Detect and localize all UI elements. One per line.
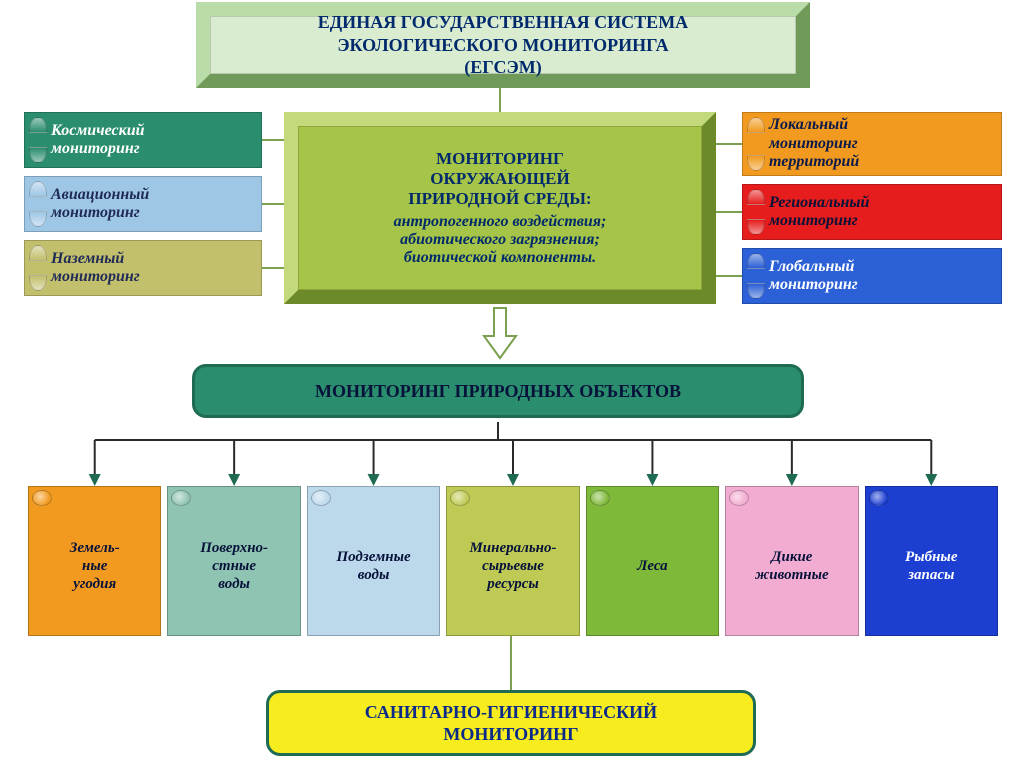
connector-right xyxy=(716,143,742,145)
right-scroll-label: Локальныймониторингтерриторий xyxy=(769,116,859,171)
bottom-scroll-label: Поверхно-стныеводы xyxy=(200,539,268,593)
fanout-bracket xyxy=(42,422,972,486)
bottom-banner-content: САНИТАРНО-ГИГИЕНИЧЕСКИЙ МОНИТОРИНГ xyxy=(365,701,657,746)
center-title-1: МОНИТОРИНГ xyxy=(394,149,607,169)
left-scroll-label: Космическиймониторинг xyxy=(51,122,145,159)
center-box: МОНИТОРИНГ ОКРУЖАЮЩЕЙ ПРИРОДНОЙ СРЕДЫ: а… xyxy=(284,112,716,304)
top-line-1: ЕДИНАЯ ГОСУДАРСТВЕННАЯ СИСТЕМА xyxy=(318,11,688,34)
bottom-scroll-label: Дикиеживотные xyxy=(755,548,829,584)
top-line-3: (ЕГСЭМ) xyxy=(318,56,688,79)
left-scroll: Космическиймониторинг xyxy=(24,112,262,168)
connector-right xyxy=(716,275,742,277)
bottom-scroll: Дикиеживотные xyxy=(725,486,858,636)
bottom-scroll: Рыбныезапасы xyxy=(865,486,998,636)
connector-row-to-bottom xyxy=(510,636,512,690)
center-title: МОНИТОРИНГ ОКРУЖАЮЩЕЙ ПРИРОДНОЙ СРЕДЫ: xyxy=(394,149,607,209)
bottom-scroll-label: Минерально-сырьевыересурсы xyxy=(469,539,556,593)
bottom-banner-line-1: САНИТАРНО-ГИГИЕНИЧЕСКИЙ xyxy=(365,701,657,724)
bottom-scroll: Подземныеводы xyxy=(307,486,440,636)
center-body: антропогенного воздействия; абиотическог… xyxy=(394,213,607,267)
center-content: МОНИТОРИНГ ОКРУЖАЮЩЕЙ ПРИРОДНОЙ СРЕДЫ: а… xyxy=(394,149,607,267)
bottom-scroll-label: Рыбныезапасы xyxy=(905,548,957,584)
right-scroll-label: Региональныймониторинг xyxy=(769,194,869,231)
connector-left xyxy=(262,139,284,141)
connector-left xyxy=(262,267,284,269)
bottom-scroll: Поверхно-стныеводы xyxy=(167,486,300,636)
top-title-text: ЕДИНАЯ ГОСУДАРСТВЕННАЯ СИСТЕМА ЭКОЛОГИЧЕ… xyxy=(318,11,688,79)
bottom-scroll-label: Подземныеводы xyxy=(336,548,410,584)
connector-right xyxy=(716,211,742,213)
bottom-scroll-label: Леса xyxy=(637,557,668,575)
right-scroll-label: Глобальныймониторинг xyxy=(769,258,858,295)
center-body-1: антропогенного воздействия; xyxy=(394,213,607,231)
right-scroll: Локальныймониторингтерриторий xyxy=(742,112,1002,176)
right-scroll: Глобальныймониторинг xyxy=(742,248,1002,304)
mid-banner: МОНИТОРИНГ ПРИРОДНЫХ ОБЪЕКТОВ xyxy=(192,364,804,418)
right-scroll: Региональныймониторинг xyxy=(742,184,1002,240)
center-title-2: ОКРУЖАЮЩЕЙ xyxy=(394,169,607,189)
bottom-banner-line-2: МОНИТОРИНГ xyxy=(365,723,657,746)
mid-banner-text: МОНИТОРИНГ ПРИРОДНЫХ ОБЪЕКТОВ xyxy=(315,381,681,402)
top-line-2: ЭКОЛОГИЧЕСКОГО МОНИТОРИНГА xyxy=(318,34,688,57)
left-scroll-label: Авиационныймониторинг xyxy=(51,186,149,223)
center-title-3: ПРИРОДНОЙ СРЕДЫ: xyxy=(394,189,607,209)
left-scroll-label: Наземныймониторинг xyxy=(51,250,140,287)
top-title-box: ЕДИНАЯ ГОСУДАРСТВЕННАЯ СИСТЕМА ЭКОЛОГИЧЕ… xyxy=(196,2,810,88)
arrow-center-to-mid xyxy=(482,306,518,360)
left-scroll: Авиационныймониторинг xyxy=(24,176,262,232)
connector-top-center xyxy=(499,88,501,112)
connector-left xyxy=(262,203,284,205)
bottom-scroll: Леса xyxy=(586,486,719,636)
bottom-scroll-label: Земель-ныеугодия xyxy=(70,539,120,593)
bottom-scroll: Минерально-сырьевыересурсы xyxy=(446,486,579,636)
center-body-2: абиотического загрязнения; xyxy=(394,231,607,249)
bottom-scroll: Земель-ныеугодия xyxy=(28,486,161,636)
left-scroll: Наземныймониторинг xyxy=(24,240,262,296)
center-body-3: биотической компоненты. xyxy=(394,249,607,267)
bottom-banner: САНИТАРНО-ГИГИЕНИЧЕСКИЙ МОНИТОРИНГ xyxy=(266,690,756,756)
